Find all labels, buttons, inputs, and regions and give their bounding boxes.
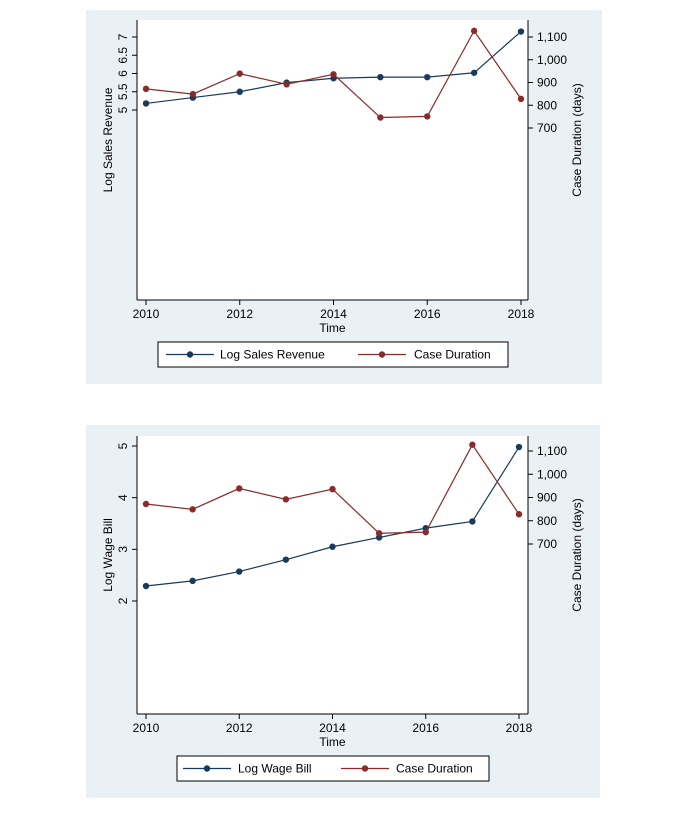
left-tick-label: 5 (116, 106, 130, 113)
legend-marker-2 (378, 351, 386, 358)
left-axis-label: Log Sales Revenue (101, 87, 115, 192)
legend-marker-2 (361, 765, 369, 772)
series-1-point (469, 518, 476, 525)
right-tick-label: 1,100 (537, 30, 567, 44)
x-tick-label: 2010 (133, 721, 160, 735)
series-2-point (282, 496, 290, 503)
x-axis-label: Time (319, 321, 346, 335)
series-2-point (375, 530, 383, 537)
legend-label-2: Case Duration (396, 762, 473, 776)
series-2-point (142, 85, 150, 93)
chart-1: 2010 2012 2014 2016 2018 Time 5 5.5 6 6.5 7 Log Sal… (101, 20, 584, 368)
right-tick-label: 1,000 (537, 53, 567, 67)
series-2-point (517, 95, 525, 103)
series-1-point (189, 577, 196, 585)
series-2-point (515, 511, 523, 518)
x-tick-label: 2018 (506, 721, 533, 735)
left-tick-label: 6 (116, 70, 130, 77)
left-tick-label: 5 (116, 442, 130, 449)
series-2-point (422, 528, 429, 536)
legend-label-1: Log Sales Revenue (220, 348, 325, 362)
series-2-point (142, 500, 150, 508)
right-tick-label: 1,100 (537, 444, 567, 458)
right-tick-label: 800 (537, 514, 557, 528)
legend-label-1: Log Wage Bill (238, 762, 312, 776)
series-2-point (330, 71, 337, 78)
right-tick-label: 1,000 (537, 467, 567, 481)
x-tick-label: 2012 (226, 307, 253, 321)
series-2-point (236, 70, 243, 77)
series-1-point (424, 73, 431, 81)
left-tick-label: 5.5 (116, 83, 130, 100)
plot-area (137, 20, 528, 300)
series-1-point (377, 73, 384, 81)
right-tick-label: 900 (537, 76, 557, 90)
chart-2: 2010 2012 2014 2016 2018 Time 2 3 4 5 Log Wage Bil… (101, 436, 584, 782)
series-2-point (189, 90, 197, 98)
left-tick-label: 7 (116, 33, 130, 40)
legend-marker-1 (203, 765, 211, 772)
x-tick-label: 2014 (320, 307, 347, 321)
left-tick-label: 6.5 (116, 47, 130, 64)
legend-label-2: Case Duration (414, 348, 491, 362)
series-1-point (470, 69, 478, 76)
x-tick-label: 2016 (414, 307, 441, 321)
plot-area (137, 436, 528, 714)
right-tick-label: 700 (537, 537, 557, 551)
right-axis-label: Case Duration (days) (570, 83, 584, 196)
left-axis-label: Log Wage Bill (101, 518, 115, 592)
x-tick-label: 2016 (412, 721, 439, 735)
x-tick-label: 2014 (319, 721, 346, 735)
series-2-point (329, 485, 336, 493)
series-2-point (189, 506, 196, 513)
series-1-point (236, 568, 243, 575)
x-tick-label: 2010 (133, 307, 160, 321)
right-axis-label: Case Duration (days) (570, 498, 584, 611)
left-tick-label: 3 (116, 546, 130, 553)
legend-box (157, 341, 509, 368)
x-tick-label: 2018 (508, 307, 535, 321)
series-1-point (329, 543, 336, 550)
series-2-point (470, 27, 478, 35)
x-axis-label: Time (319, 735, 346, 749)
x-tick-label: 2012 (226, 721, 253, 735)
series-1-point (142, 582, 150, 590)
series-2-point (283, 81, 290, 88)
series-2-point (424, 113, 431, 120)
series-2-point (377, 114, 384, 121)
legend-marker-1 (186, 351, 194, 358)
series-1-point (282, 556, 290, 563)
left-tick-label: 4 (116, 494, 130, 501)
series-2-point (469, 441, 476, 448)
right-tick-label: 900 (537, 491, 557, 505)
right-tick-label: 800 (537, 98, 557, 112)
series-1-point (515, 443, 523, 451)
right-tick-label: 700 (537, 121, 557, 135)
series-1-point (142, 100, 150, 107)
left-tick-label: 2 (116, 597, 130, 604)
series-2-point (236, 485, 243, 492)
series-1-point (236, 88, 243, 95)
series-1-point (517, 28, 525, 35)
